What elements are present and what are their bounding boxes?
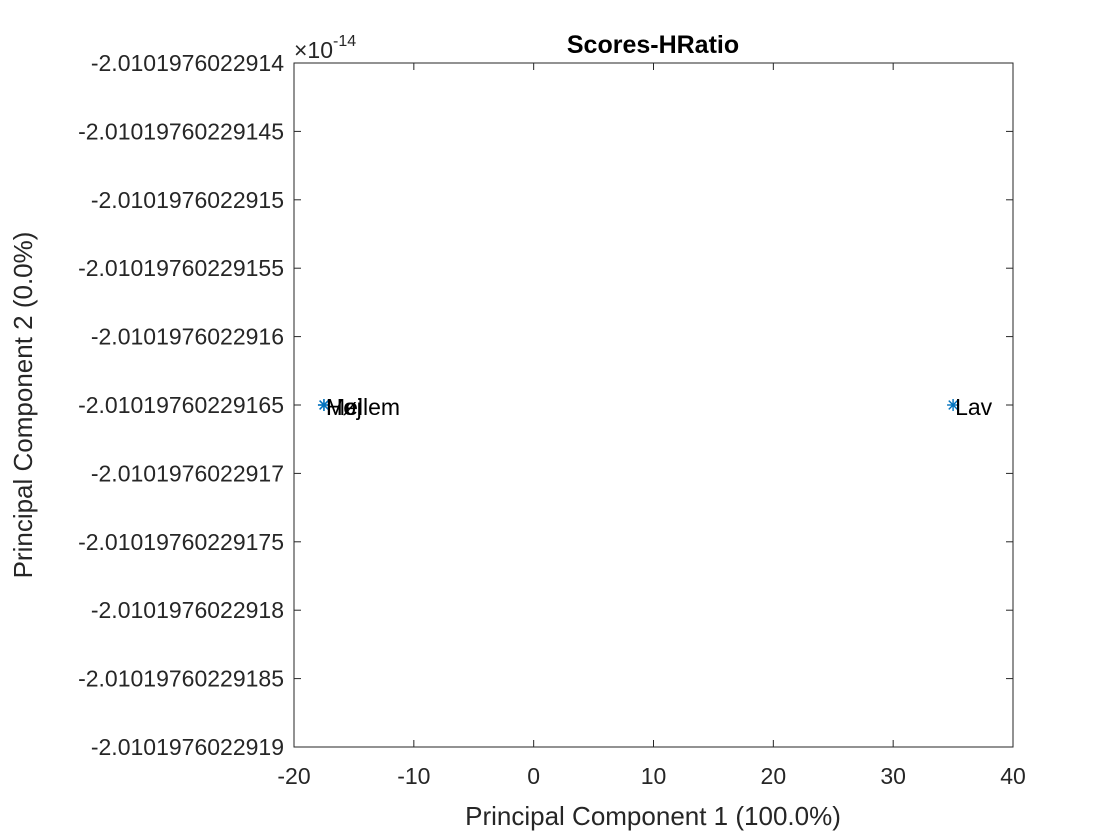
y-axis-label: Principal Component 2 (0.0%) (8, 232, 38, 579)
y-tick-label: -2.0101976022919 (91, 734, 284, 760)
chart-title: Scores-HRatio (567, 31, 739, 59)
y-tick-label: -2.01019760229145 (78, 118, 284, 144)
y-tick-label: -2.01019760229185 (78, 666, 284, 692)
x-tick-label: -10 (397, 763, 430, 789)
y-tick-label: -2.01019760229155 (78, 255, 284, 281)
y-tick-label: -2.0101976022914 (91, 50, 284, 76)
data-point: Lav (947, 394, 993, 420)
x-tick-label: 40 (1000, 763, 1026, 789)
y-tick-label: -2.01019760229165 (78, 392, 284, 418)
axis-ticks: -20 -10 0 10 20 30 40 -2.0101976022914 -2.010197… (78, 50, 1026, 789)
asterisk-marker (947, 399, 960, 411)
x-tick-label: -20 (277, 763, 310, 789)
y-tick-label: -2.0101976022915 (91, 187, 284, 213)
y-exponent-label: ×10-14 (294, 33, 356, 63)
y-tick-label: -2.0101976022918 (91, 597, 284, 623)
data-point: Mellem (317, 394, 400, 420)
y-tick-label: -2.01019760229175 (78, 529, 284, 555)
x-tick-label: 30 (880, 763, 906, 789)
point-label: Lav (955, 394, 993, 420)
y-exponent-power: -14 (333, 33, 356, 50)
point-label: Høj (326, 394, 362, 420)
y-tick-label: -2.0101976022917 (91, 460, 284, 486)
asterisk-marker (317, 399, 330, 411)
x-tick-label: 20 (761, 763, 787, 789)
plot-area (293, 62, 1014, 748)
point-label: Mellem (326, 394, 400, 420)
y-exponent-base: ×10 (294, 37, 333, 63)
x-tick-label: 0 (527, 763, 540, 789)
y-tick-label: -2.0101976022916 (91, 324, 284, 350)
x-tick-label: 10 (641, 763, 667, 789)
x-axis-label: Principal Component 1 (100.0%) (465, 801, 841, 831)
